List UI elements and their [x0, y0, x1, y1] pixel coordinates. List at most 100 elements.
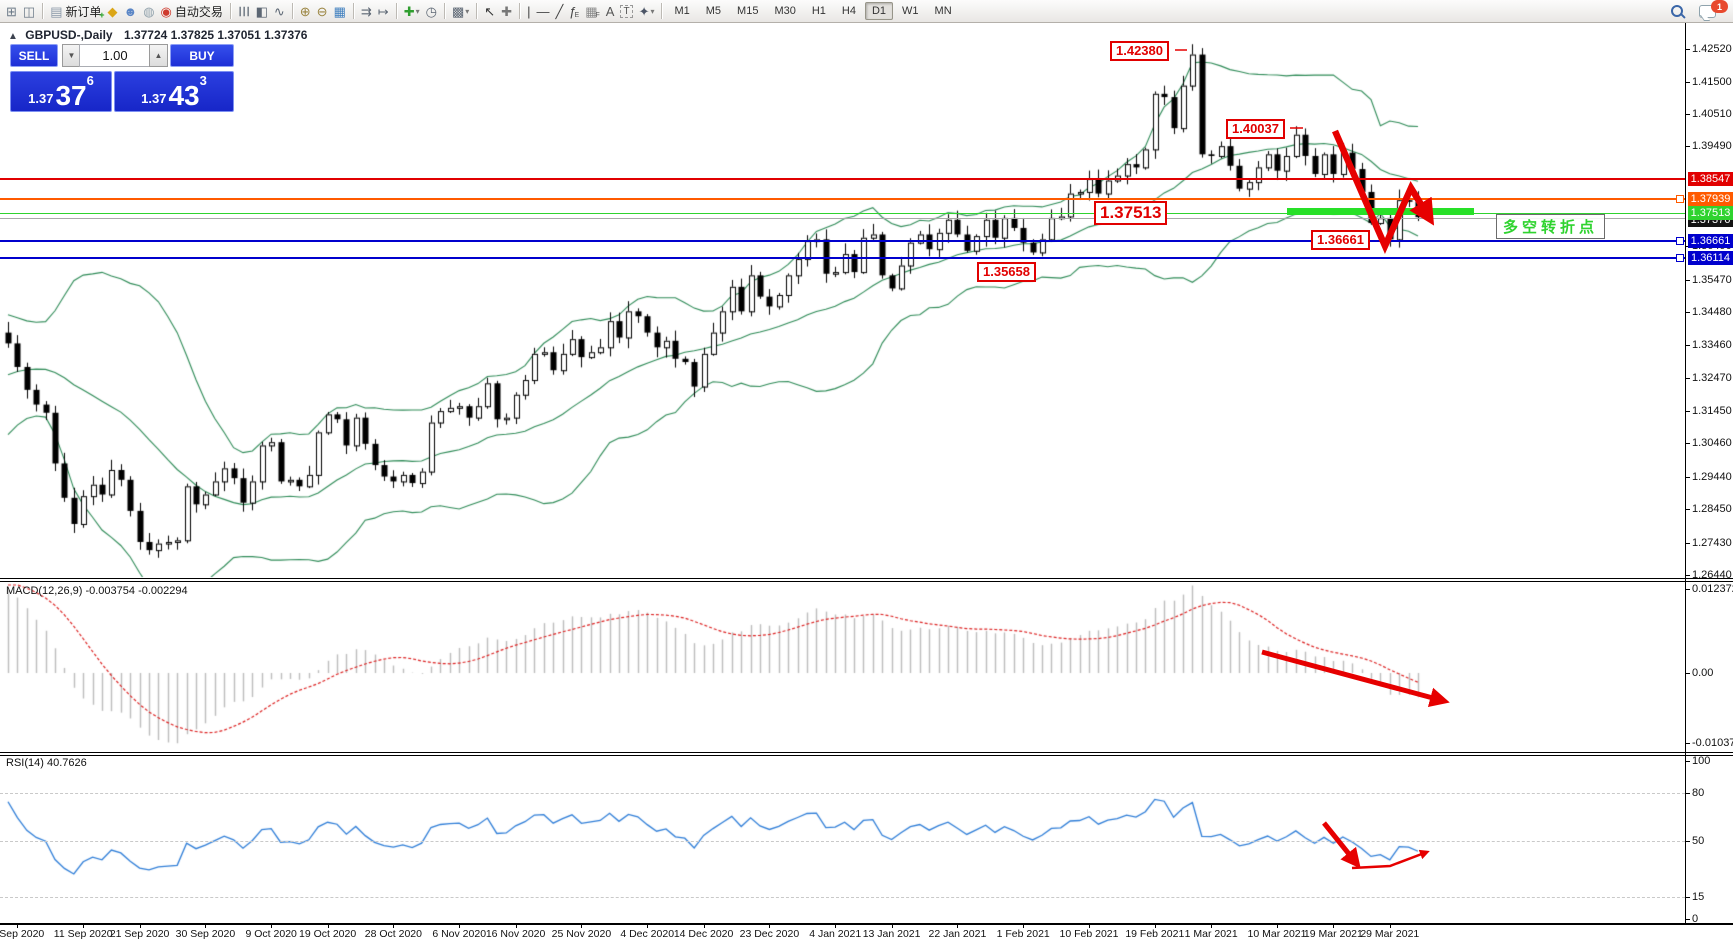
- text-icon[interactable]: A: [605, 3, 615, 19]
- date-label[interactable]: 10 Mar 2021: [1247, 928, 1307, 940]
- buy-button[interactable]: BUY: [170, 44, 234, 67]
- date-label[interactable]: 28 Oct 2020: [364, 928, 422, 940]
- price-axis-line[interactable]: [1685, 22, 1686, 925]
- rsi-up-arrow[interactable]: [1351, 849, 1430, 870]
- date-label[interactable]: 22 Jan 2021: [928, 928, 987, 940]
- date-label[interactable]: 30 Sep 2020: [175, 928, 236, 940]
- timeframe-button-D1[interactable]: D1: [864, 2, 894, 20]
- timeframe-button-M15[interactable]: M15: [737, 5, 759, 17]
- timeframe-button-MN[interactable]: MN: [934, 5, 952, 17]
- price-tick-mark: [1685, 378, 1690, 379]
- level-endpoint-marker[interactable]: [1676, 237, 1684, 245]
- notifications-icon[interactable]: 1: [1696, 0, 1728, 21]
- sell-button[interactable]: SELL: [10, 44, 58, 67]
- price-annotation-1.35658[interactable]: 1.35658: [977, 262, 1036, 282]
- level-line-1.36114[interactable]: [0, 257, 1685, 259]
- main-macd-separator[interactable]: [0, 578, 1733, 579]
- period-icon[interactable]: ◷: [425, 3, 437, 19]
- price-zigzag-arrow[interactable]: [1332, 129, 1435, 255]
- macd-rsi-separator[interactable]: [0, 752, 1733, 753]
- price-annotation-1.42380[interactable]: 1.42380: [1110, 41, 1169, 61]
- volume-increase-button[interactable]: ▲: [149, 44, 168, 67]
- level-line-1.36661[interactable]: [0, 240, 1685, 242]
- line-chart-icon[interactable]: ∿: [273, 3, 285, 19]
- price-annotation-1.37513[interactable]: 1.37513: [1094, 201, 1168, 225]
- templates-icon[interactable]: ▩ ▾: [451, 3, 470, 19]
- date-label[interactable]: 21 Sep 2020: [109, 928, 170, 940]
- timeframe-button-M1[interactable]: M1: [674, 5, 690, 17]
- date-label[interactable]: 9 Oct 2020: [245, 928, 297, 940]
- date-label[interactable]: 14 Dec 2020: [673, 928, 734, 940]
- add-indicator-icon[interactable]: ✚ ▾: [403, 3, 420, 19]
- date-label[interactable]: 10 Feb 2021: [1059, 928, 1119, 940]
- search-icon[interactable]: [1668, 1, 1686, 21]
- collapse-panel-icon[interactable]: ▲: [8, 31, 18, 42]
- level-line-1.37939[interactable]: [0, 198, 1685, 200]
- date-label[interactable]: 16 Nov 2020: [485, 928, 546, 940]
- timeframe-button-H1[interactable]: H1: [811, 5, 826, 17]
- date-label[interactable]: 13 Jan 2021: [862, 928, 921, 940]
- zoom-out-icon[interactable]: ⊖: [316, 3, 328, 19]
- price-tick-mark: [1685, 312, 1690, 313]
- level-endpoint-marker[interactable]: [1676, 254, 1684, 262]
- bars-chart-icon[interactable]: ☰: [236, 5, 252, 17]
- date-label[interactable]: 4 Dec 2020: [620, 928, 675, 940]
- price-tick-label: 1.33460: [1692, 339, 1732, 351]
- date-label[interactable]: 23 Dec 2020: [739, 928, 800, 940]
- date-label[interactable]: 19 Feb 2021: [1125, 928, 1185, 940]
- buy-price-big: 43: [168, 79, 200, 111]
- rsi-level-line: [0, 841, 1685, 842]
- deposit-icon[interactable]: ◆: [107, 3, 118, 19]
- level-line-1.37513[interactable]: [0, 212, 1685, 214]
- date-label[interactable]: 1 Feb 2021: [996, 928, 1050, 940]
- date-label[interactable]: 25 Nov 2020: [551, 928, 612, 940]
- price-annotation-1.36661[interactable]: 1.36661: [1311, 230, 1370, 250]
- timeframe-button-M30[interactable]: M30: [774, 5, 796, 17]
- level-endpoint-marker[interactable]: [1676, 195, 1684, 203]
- new-chart-icon[interactable]: ⊞: [6, 3, 17, 19]
- price-annotation-1.40037[interactable]: 1.40037: [1226, 119, 1285, 139]
- buy-price-box[interactable]: 1.37 43 3: [114, 71, 234, 112]
- autotrading-icon[interactable]: ◉ 自动交易: [160, 3, 223, 19]
- date-label[interactable]: 6 Nov 2020: [432, 928, 487, 940]
- date-label[interactable]: 2 Sep 2020: [0, 928, 45, 940]
- vertical-line-icon[interactable]: |: [527, 3, 531, 19]
- shapes-icon[interactable]: ✦ ▾: [638, 3, 655, 19]
- volume-input[interactable]: 1.00: [79, 44, 151, 67]
- date-label[interactable]: 29 Mar 2021: [1360, 928, 1420, 940]
- cursor-icon[interactable]: ↖: [484, 3, 496, 19]
- date-label[interactable]: 1 Mar 2021: [1184, 928, 1238, 940]
- date-label[interactable]: 19 Mar 2021: [1303, 928, 1363, 940]
- date-label[interactable]: 11 Sep 2020: [53, 928, 113, 940]
- community-icon[interactable]: ☻: [123, 3, 138, 19]
- sell-price-box[interactable]: 1.37 37 6: [10, 71, 112, 112]
- rsi-down-arrow[interactable]: [1322, 821, 1361, 869]
- bull-bear-turning-point-note[interactable]: 多空转折点: [1496, 214, 1606, 239]
- signals-icon[interactable]: ◍: [143, 3, 155, 19]
- grid-icon[interactable]: ▦ F: [585, 3, 600, 20]
- new-order-icon[interactable]: ▤ + 新订单: [50, 3, 105, 20]
- chart-title-ohlc: 1.37724 1.37825 1.37051 1.37376: [123, 28, 308, 42]
- candles-chart-icon[interactable]: ◧: [255, 3, 268, 19]
- horizontal-line-icon[interactable]: —: [536, 3, 550, 19]
- tile-windows-icon[interactable]: ▦: [333, 3, 346, 19]
- timeframe-button-W1[interactable]: W1: [902, 5, 919, 17]
- chart-shift-icon[interactable]: ↦: [377, 3, 389, 19]
- timeframe-button-H4[interactable]: H4: [841, 5, 856, 17]
- label-icon[interactable]: T: [617, 1, 635, 21]
- macd-down-arrow[interactable]: [1261, 649, 1450, 708]
- date-label[interactable]: 19 Oct 2020: [298, 928, 357, 940]
- level-line-1.38547[interactable]: [0, 178, 1685, 180]
- toolbar-separator: [229, 3, 231, 19]
- rsi-axis-label: 0: [1692, 913, 1699, 925]
- timeframe-button-M5[interactable]: M5: [705, 5, 722, 17]
- zoom-in-icon[interactable]: ⊕: [299, 3, 311, 19]
- data-window-icon[interactable]: ◫: [22, 3, 36, 19]
- crosshair-icon[interactable]: ✚: [501, 3, 513, 19]
- trendline-icon[interactable]: ╱: [555, 3, 564, 19]
- auto-scroll-icon[interactable]: ⇉: [360, 3, 372, 19]
- support-highlight-bar[interactable]: [1287, 208, 1474, 215]
- date-label[interactable]: 4 Jan 2021: [809, 928, 862, 940]
